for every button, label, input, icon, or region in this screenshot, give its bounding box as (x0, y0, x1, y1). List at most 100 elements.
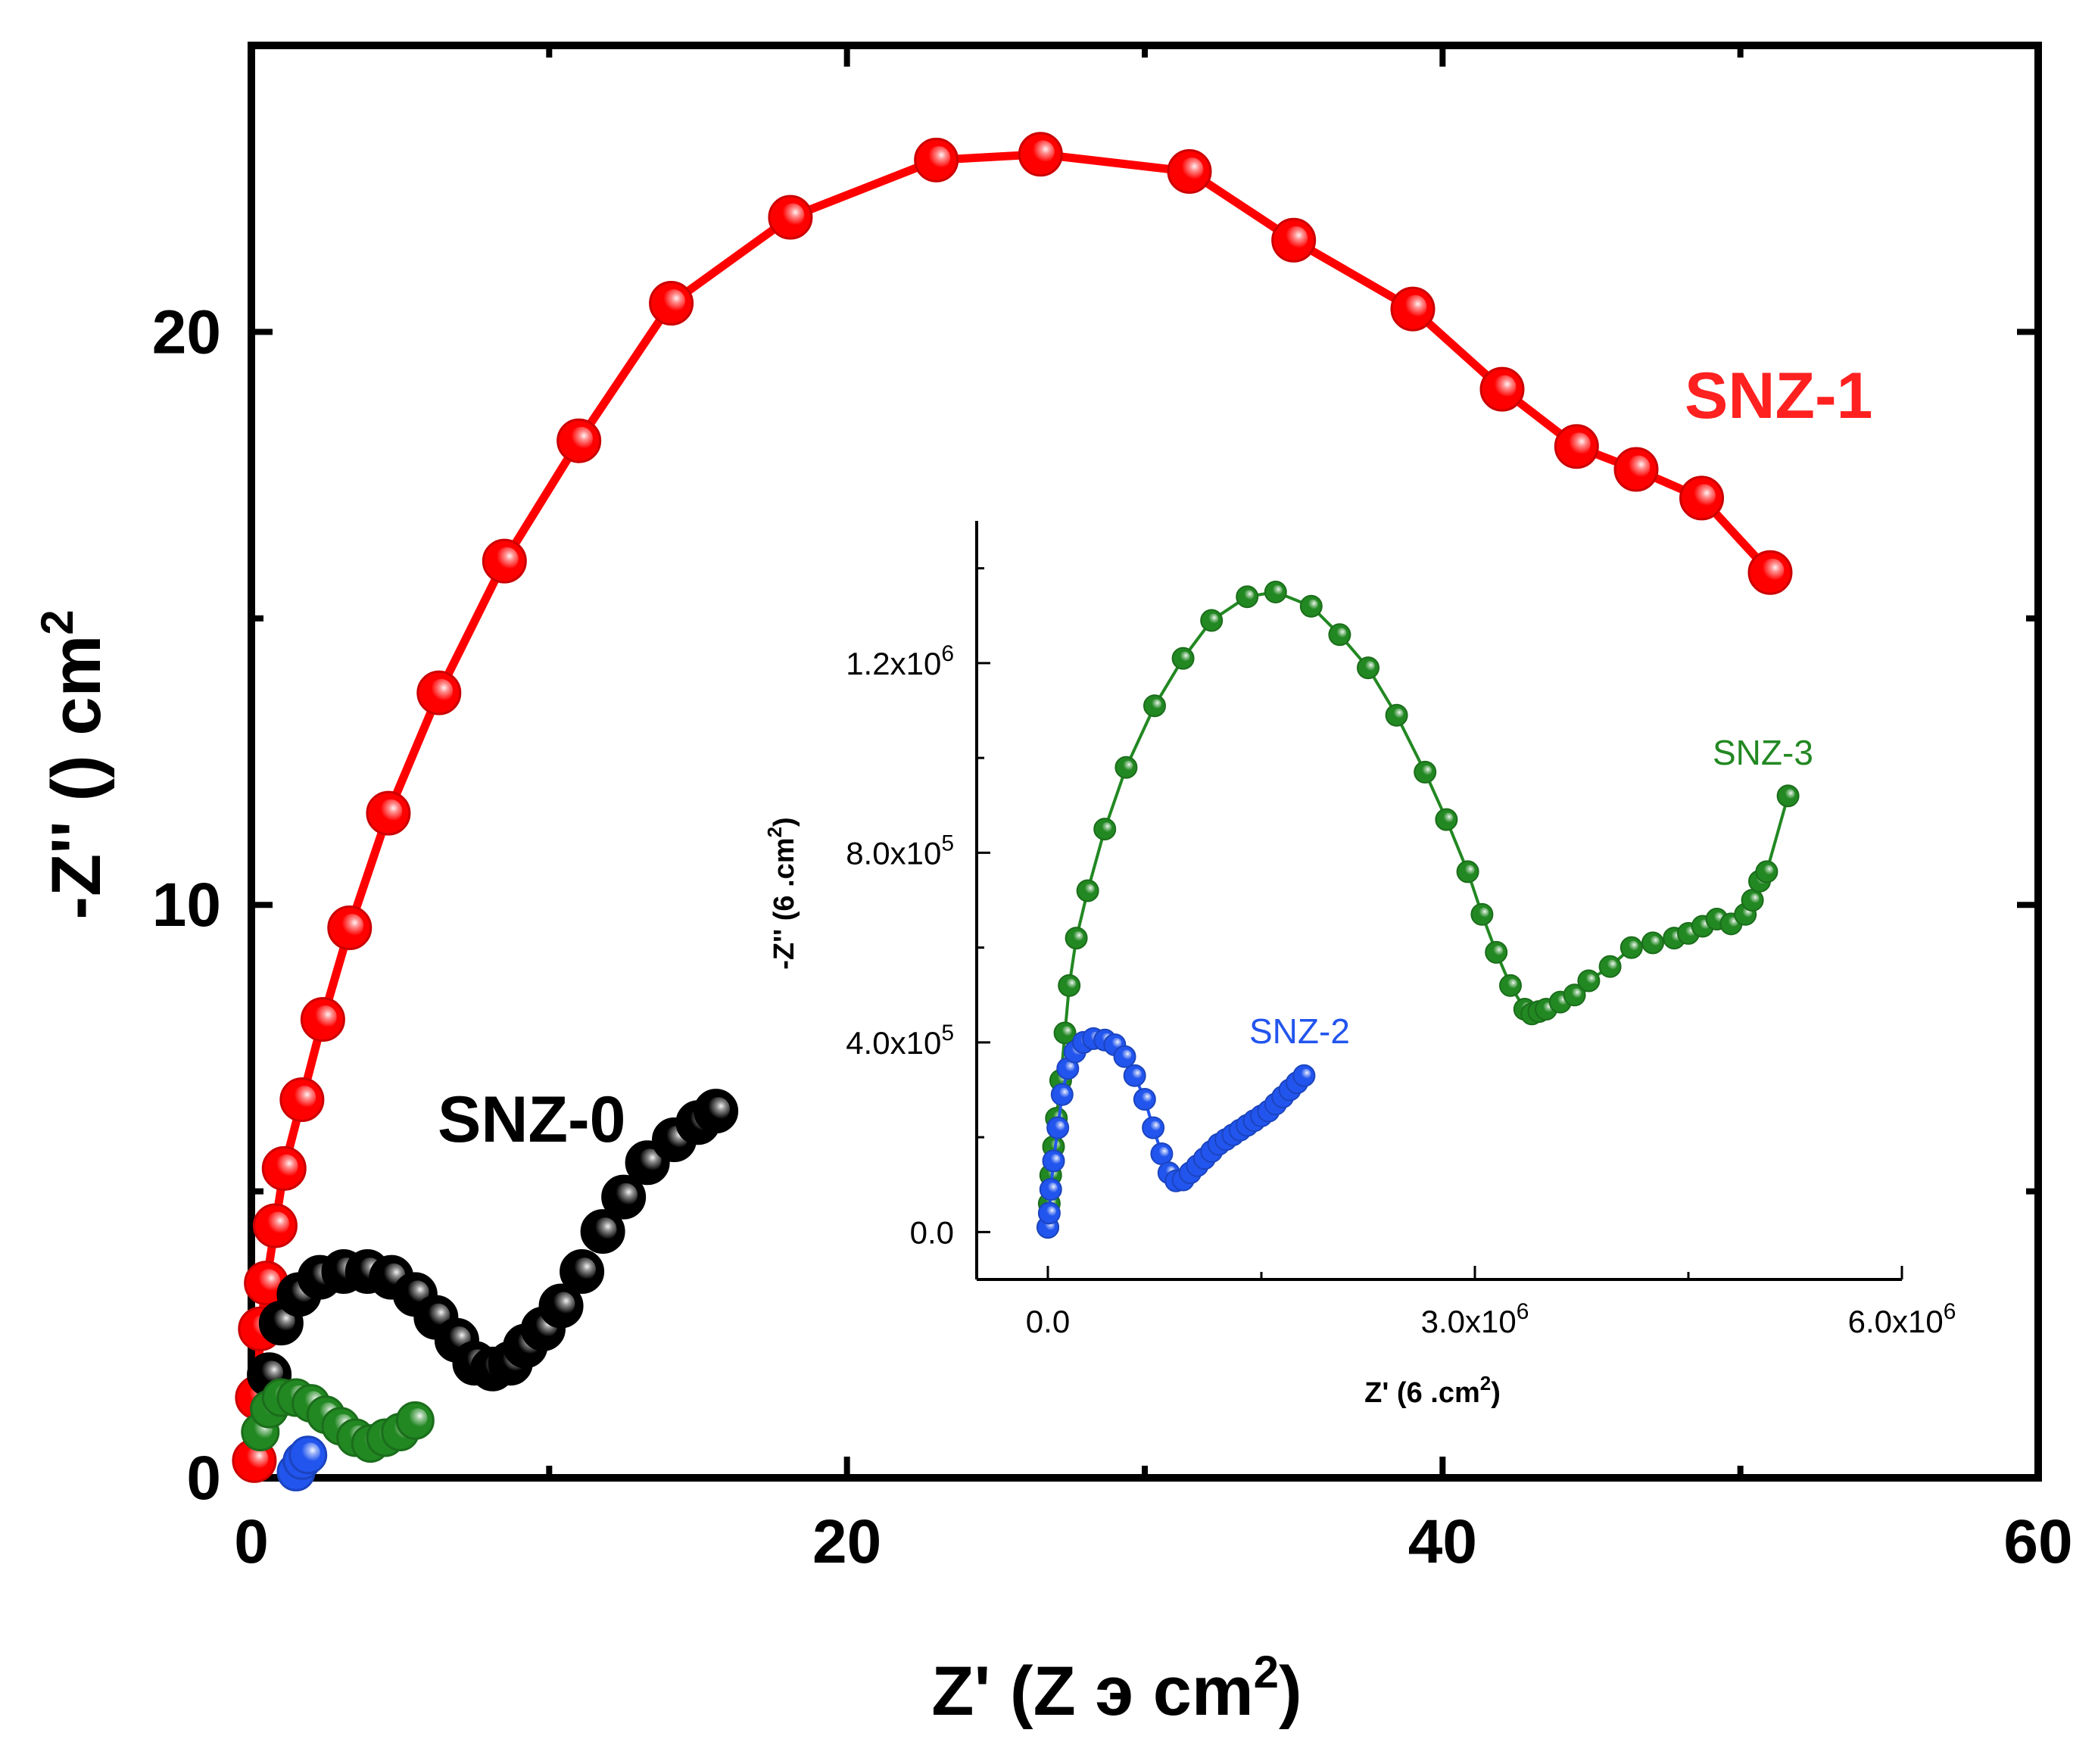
inset-series-snz-3-point-highlight (1083, 884, 1095, 895)
main-plot: 0 20 40 60 0 10 20 Z' (Z э cm2) -Z'' () cm2 SN… (32, 42, 2073, 1730)
series-snz-1-point-highlight (257, 1269, 281, 1293)
inset-series-snz-3-point-highlight (1492, 945, 1504, 956)
series-snz-1-point-highlight (379, 799, 403, 823)
inset-plot: 0.0 3.0x106 6.0x106 0.0 4.0x105 8.0x105 1.2x10… (763, 521, 1956, 1409)
series-snz-2-point-highlight (300, 1442, 320, 1463)
inset-series-snz-3-point-highlight (1336, 628, 1347, 639)
series-snz-1-point-highlight (266, 1211, 289, 1236)
inset-series-snz-3-point-highlight (1585, 974, 1596, 985)
inset-series-snz-2-point-highlight (1111, 1038, 1122, 1049)
snz-1-label: SNZ-1 (1685, 360, 1872, 432)
snz-3-label: SNZ-3 (1713, 733, 1813, 772)
series-snz-1-point-highlight (1284, 226, 1308, 250)
main-y-tick-label: 20 (152, 298, 221, 366)
series-snz-1-point-highlight (274, 1154, 298, 1178)
series-snz-0-point-highlight (260, 1360, 283, 1385)
inset-series-snz-2-point-highlight (1121, 1049, 1132, 1061)
main-x-tick-label: 40 (1408, 1507, 1477, 1576)
series-snz-1-point-highlight (1403, 295, 1427, 319)
inset-axis-ticks (977, 567, 1903, 1279)
series-snz-0-point-highlight (593, 1217, 617, 1241)
inset-series-snz-2-point-highlight (1054, 1120, 1065, 1132)
series-snz-1-point-highlight (1566, 432, 1591, 457)
series-snz-1-line (250, 150, 1774, 1461)
inset-tick-labels: 0.0 3.0x106 6.0x106 0.0 4.0x105 8.0x105 1.2x10… (846, 641, 1956, 1339)
inset-x-tick-label: 0.0 (1026, 1304, 1070, 1339)
inset-series-snz-2-point-highlight (1149, 1120, 1161, 1132)
inset-series-snz-3-point-highlight (1364, 661, 1375, 672)
inset-x-tick-label: 3.0x106 (1421, 1299, 1529, 1339)
inset-series-snz-3-point-highlight (1748, 893, 1760, 904)
inset-series-snz-3-point-highlight (1179, 651, 1190, 662)
main-axis-ticks (248, 42, 2041, 1481)
series-snz-1-point-highlight (494, 547, 519, 571)
inset-series-snz-3-point-highlight (1442, 812, 1454, 824)
inset-series-snz-3-point-highlight (1570, 988, 1582, 999)
inset-series-snz-2-point-highlight (1300, 1068, 1311, 1080)
series-snz-1-point-highlight (292, 1086, 316, 1109)
series-snz-1-point-highlight (1692, 484, 1716, 508)
inset-series-snz-3-point-highlight (1122, 760, 1133, 771)
inset-series-snz-3-point-highlight (1421, 765, 1432, 776)
series-snz-1-point-highlight (1492, 375, 1517, 399)
main-series (232, 132, 1793, 1491)
inset-series-snz-2-point-highlight (1045, 1206, 1056, 1217)
inset-series-snz-2-point-highlight (1049, 1154, 1061, 1165)
main-tick-labels: 0 20 40 60 0 10 20 (152, 298, 2073, 1576)
inset-y-tick-label: 1.2x106 (846, 641, 954, 681)
series-snz-1-point-highlight (569, 426, 594, 450)
main-x-tick-label: 0 (234, 1507, 269, 1576)
inset-series-snz-2-line (1046, 1036, 1305, 1228)
series-snz-1-point-highlight (313, 1005, 337, 1029)
inset-series-snz-3-point-highlight (1606, 959, 1617, 971)
inset-series-snz-3-point-highlight (1307, 599, 1318, 610)
inset-series-snz-3-point-highlight (1649, 936, 1660, 947)
series-snz-1-point-highlight (429, 678, 454, 703)
series-snz-3-point-highlight (407, 1408, 428, 1429)
inset-series-snz-2-point-highlight (1130, 1068, 1142, 1080)
main-y-axis-title: -Z'' () cm2 (32, 609, 115, 919)
inset-series-snz-3-point-highlight (1208, 613, 1219, 625)
inset-series-snz-3-point-highlight (1151, 699, 1161, 710)
inset-series-snz-3-point-highlight (1507, 978, 1517, 990)
main-x-axis-title: Z' (Z э cm2) (931, 1647, 1302, 1730)
snz-2-label: SNZ-2 (1249, 1011, 1350, 1051)
inset-series-snz-2-point-highlight (1058, 1087, 1069, 1099)
series-snz-1-point-highlight (1030, 140, 1055, 164)
inset-series-snz-3-point-highlight (1271, 584, 1283, 596)
series-snz-1-point-highlight (1180, 157, 1204, 181)
inset-y-tick-label: 0.0 (910, 1214, 954, 1250)
main-y-tick-label: 10 (152, 871, 221, 940)
inset-series-snz-3-point-highlight (1072, 931, 1083, 943)
series-snz-1-point-highlight (1760, 558, 1785, 582)
inset-series-snz-3-point-highlight (1727, 917, 1738, 928)
series-snz-0-point-highlight (572, 1258, 596, 1281)
inset-series-snz-3-point-highlight (1478, 907, 1489, 918)
main-x-tick-label: 60 (2003, 1507, 2072, 1576)
main-x-tick-label: 20 (812, 1507, 881, 1576)
series-snz-0-point-highlight (551, 1292, 575, 1316)
series-snz-0-point-highlight (614, 1183, 638, 1207)
inset-series-snz-3-point-highlight (1392, 708, 1404, 719)
series-snz-0-point-highlight (638, 1148, 662, 1173)
inset-series-snz-2-point-highlight (1158, 1147, 1169, 1158)
inset-series-snz-2-point-highlight (1046, 1183, 1058, 1194)
series-snz-1-point-highlight (1626, 455, 1651, 479)
inset-series-snz-2-point-highlight (1140, 1092, 1152, 1104)
inset-series-snz-3-point-highlight (1243, 590, 1255, 601)
series-snz-1-point-highlight (781, 203, 805, 227)
inset-series-snz-2-point-highlight (1064, 1061, 1075, 1073)
series-snz-1-point-highlight (662, 289, 685, 313)
inset-y-tick-label: 4.0x105 (846, 1021, 954, 1061)
series-snz-0-point-highlight (706, 1097, 730, 1121)
inset-series-snz-3-point-highlight (1061, 1026, 1072, 1037)
series-snz-0-point-highlight (405, 1280, 429, 1304)
series-snz-1-point-highlight (245, 1446, 269, 1470)
inset-series-snz-3-point-highlight (1784, 789, 1795, 800)
inset-series-snz-3-point-highlight (1464, 865, 1475, 876)
series-snz-0-point-highlight (426, 1303, 450, 1327)
inset-series-snz-3-point-highlight (1763, 865, 1774, 876)
inset-series-snz-3-point-highlight (1101, 822, 1112, 834)
series-snz-1-point-highlight (340, 914, 364, 937)
inset-y-tick-label: 8.0x105 (846, 831, 954, 871)
